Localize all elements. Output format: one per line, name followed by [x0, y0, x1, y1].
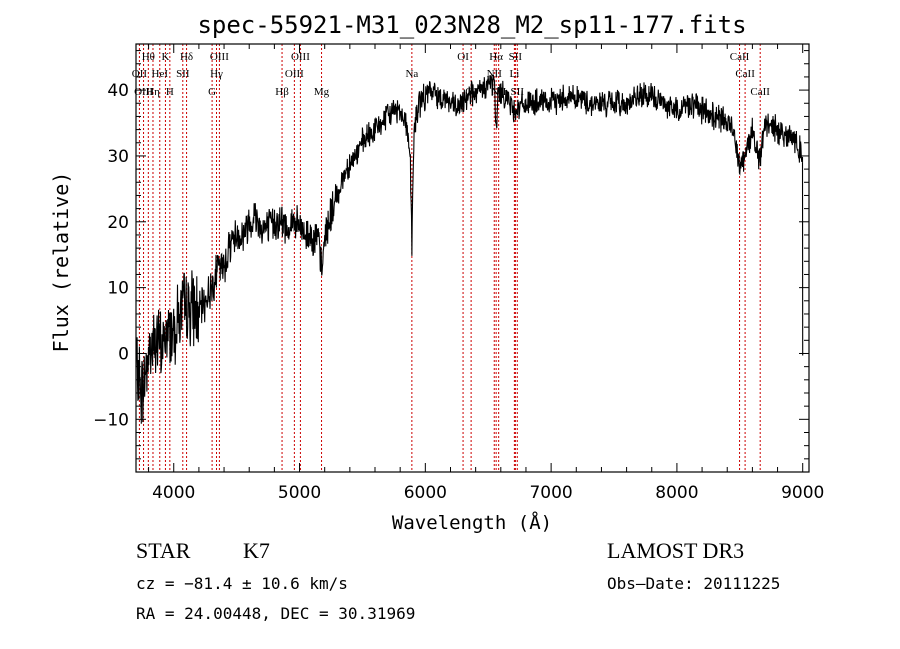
x-tick-label: 7000 — [529, 483, 572, 503]
line-label-15: Mg — [314, 86, 330, 98]
line-label-12: Hβ — [275, 86, 289, 98]
line-label-16: Na — [405, 68, 418, 80]
line-label-1: OII — [132, 68, 148, 80]
line-label-6: H — [166, 86, 174, 98]
line-label-11: G — [208, 86, 216, 98]
x-tick-label: 5000 — [278, 483, 321, 503]
redshift-cz: cz = −81.4 ± 10.6 km/s — [136, 574, 348, 593]
object-subclass: K7 — [243, 538, 270, 563]
axis-ticks: 4000 5000 6000 7000 8000 9000 −10 0 10 20 30 40 — [93, 44, 824, 503]
line-label-26: CaII — [735, 68, 755, 80]
line-label-9: OIII — [210, 51, 229, 63]
survey-name: LAMOST DR3 — [607, 538, 744, 563]
spectrum-line — [135, 74, 804, 424]
line-label-14: OIII — [285, 68, 304, 80]
x-tick-label: 9000 — [781, 483, 824, 503]
line-label-25: CaII — [730, 51, 750, 63]
y-tick-label: 30 — [107, 147, 129, 167]
object-class: STAR — [136, 538, 191, 563]
x-tick-label: 6000 — [404, 483, 447, 503]
coordinates: RA = 24.00448, DEC = 30.31969 — [136, 604, 415, 623]
line-label-8: Hδ — [180, 51, 193, 63]
line-label-3: K — [161, 51, 169, 63]
line-label-17: OI — [457, 51, 469, 63]
observation-date: Obs–Date: 20111225 — [607, 574, 780, 593]
y-tick-label: 10 — [107, 279, 129, 299]
line-label-22: SII — [509, 51, 523, 63]
y-tick-label: 0 — [118, 344, 129, 364]
line-label-27: CaII — [750, 86, 770, 98]
line-label-13: OIII — [291, 51, 310, 63]
x-axis-label: Wavelength (Å) — [392, 511, 552, 534]
x-tick-label: 8000 — [655, 483, 698, 503]
y-tick-label: 20 — [107, 213, 129, 233]
line-label-19: Hα — [489, 51, 503, 63]
line-label-7: SII — [176, 68, 190, 80]
line-label-20: NII — [487, 68, 503, 80]
x-tick-label: 4000 — [152, 483, 195, 503]
line-label-23: Li — [509, 68, 519, 80]
line-label-10: Hγ — [210, 68, 223, 80]
chart-title: spec-55921-M31_023N28_M2_sp11-177.fits — [197, 11, 746, 39]
line-label-5: HeI — [152, 68, 169, 80]
line-label-2: OIII — [134, 86, 153, 98]
y-tick-label: −10 — [93, 410, 129, 430]
line-label-0: Hθ — [142, 51, 155, 63]
line-label-24: SII — [511, 86, 525, 98]
plot-frame — [135, 43, 810, 473]
y-axis-label: Flux (relative) — [49, 172, 73, 353]
line-label-4: Hη — [146, 86, 160, 98]
y-tick-label: 40 — [107, 81, 129, 101]
